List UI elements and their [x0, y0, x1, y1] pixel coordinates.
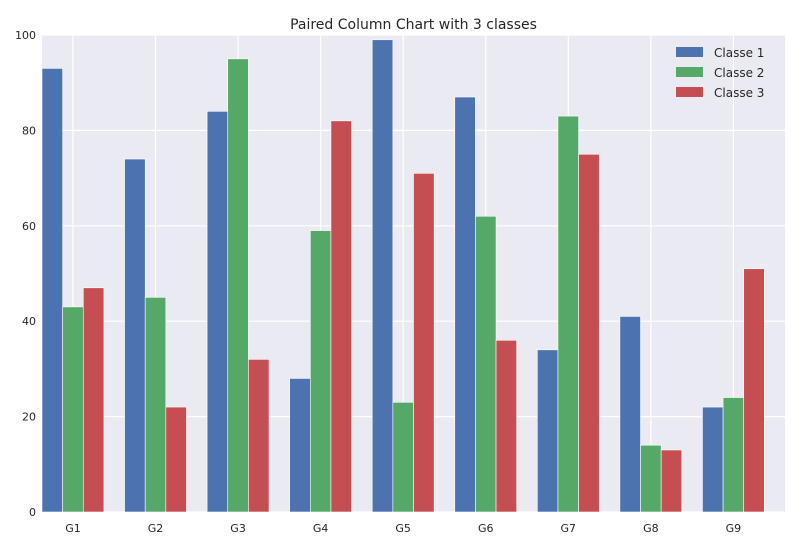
bar-g7-series-1 [537, 349, 559, 513]
y-tick-label: 20 [22, 411, 36, 424]
x-tick-label: G7 [561, 522, 577, 535]
legend-swatch [676, 87, 703, 97]
bar-g9-series-2 [722, 397, 745, 513]
bars [41, 39, 765, 513]
x-tick-label: G1 [65, 522, 81, 535]
x-tick-label: G9 [726, 522, 742, 535]
bar-g8-series-1 [619, 316, 641, 513]
legend-label: Classe 3 [714, 86, 764, 100]
legend-label: Classe 2 [714, 66, 764, 80]
y-tick-label: 80 [22, 124, 36, 137]
y-tick-label: 100 [15, 29, 36, 42]
bar-g8-series-3 [660, 449, 683, 513]
bar-g5-series-3 [413, 173, 435, 513]
bar-g1-series-2 [62, 306, 84, 513]
y-tick-label: 60 [22, 220, 36, 233]
x-tick-label: G6 [478, 522, 494, 535]
bar-g8-series-2 [640, 444, 662, 513]
bar-g6-series-3 [495, 339, 517, 513]
bar-g9-series-1 [702, 406, 724, 513]
legend-swatch [676, 47, 703, 57]
bar-g7-series-3 [578, 153, 600, 513]
bar-g3-series-2 [227, 58, 249, 513]
x-tick-label: G2 [148, 522, 164, 535]
bar-g4-series-2 [310, 230, 332, 513]
y-axis-ticks: 0 20 40 60 80 100 [15, 29, 36, 519]
bar-g4-series-1 [289, 378, 311, 513]
legend-swatch [676, 67, 703, 77]
bar-g5-series-2 [392, 401, 414, 513]
bar-g2-series-1 [124, 158, 146, 513]
y-tick-label: 0 [29, 506, 36, 519]
x-tick-label: G8 [643, 522, 659, 535]
y-tick-label: 40 [22, 315, 36, 328]
x-tick-label: G4 [313, 522, 329, 535]
x-tick-label: G5 [395, 522, 411, 535]
bar-g7-series-2 [557, 115, 579, 513]
legend: Classe 1 Classe 2 Classe 3 [676, 46, 764, 100]
bar-g1-series-3 [82, 287, 105, 513]
x-tick-label: G3 [230, 522, 246, 535]
bar-g3-series-1 [206, 111, 229, 513]
bar-g3-series-3 [248, 359, 270, 513]
chart-title: Paired Column Chart with 3 classes [290, 17, 537, 33]
bar-g6-series-1 [454, 96, 476, 513]
bar-g4-series-3 [330, 120, 352, 513]
x-axis-ticks: G1 G2 G3 G4 G5 G6 G7 G8 G9 [65, 522, 741, 535]
bar-g9-series-3 [743, 268, 765, 513]
bar-g5-series-1 [371, 39, 394, 513]
legend-label: Classe 1 [714, 46, 764, 60]
bar-g1-series-1 [41, 68, 63, 513]
bar-g2-series-2 [144, 297, 167, 513]
bar-g6-series-2 [475, 215, 497, 513]
bar-g2-series-3 [165, 406, 187, 513]
